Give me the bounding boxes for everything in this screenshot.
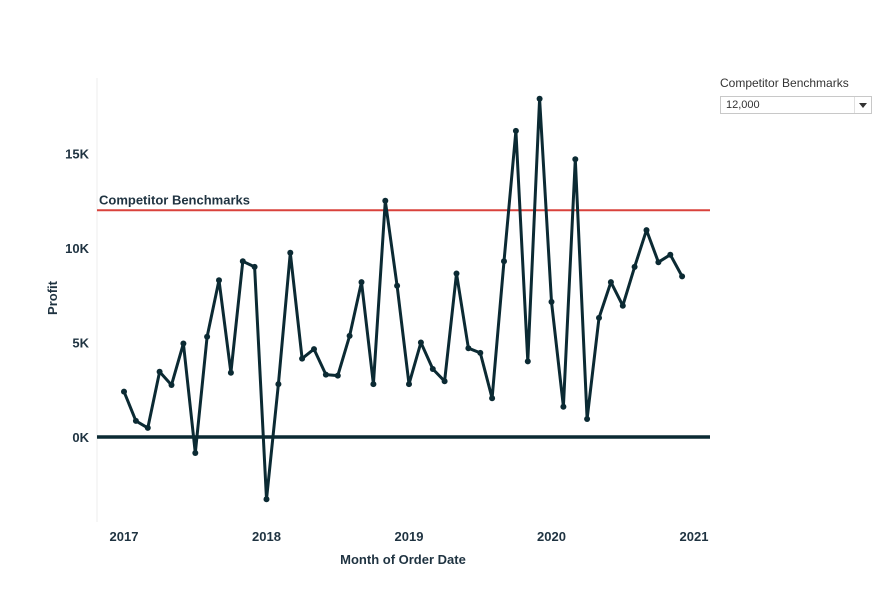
data-point [584, 416, 591, 422]
data-point [287, 249, 294, 256]
x-tick-label: 2019 [395, 529, 424, 544]
data-point [619, 302, 626, 309]
data-point [572, 156, 579, 163]
data-point [417, 339, 424, 346]
x-axis-ticks: 2017 2018 2019 2020 2021 [110, 529, 709, 544]
data-point [667, 251, 674, 258]
data-point [406, 381, 412, 388]
data-point [322, 371, 329, 378]
x-tick-label: 2018 [252, 529, 281, 544]
data-point [524, 358, 531, 365]
benchmark-reference-label: Competitor Benchmarks [99, 192, 250, 207]
profit-series-line [122, 97, 684, 501]
x-axis-title: Month of Order Date [340, 552, 466, 567]
y-tick-label: 0K [72, 430, 89, 445]
data-point [655, 259, 662, 266]
data-point [596, 314, 602, 321]
data-point [192, 450, 199, 456]
y-tick-label: 15K [65, 147, 89, 162]
data-point [679, 273, 686, 280]
data-point [156, 368, 163, 375]
data-point [239, 258, 246, 265]
y-tick-label: 5K [72, 336, 89, 351]
data-point [394, 282, 401, 289]
data-point [121, 388, 127, 395]
data-point [275, 381, 282, 388]
data-point [441, 378, 448, 385]
data-point [204, 333, 211, 340]
data-point [382, 197, 389, 204]
y-axis-title: Profit [45, 280, 60, 315]
data-point [311, 346, 317, 353]
data-point [263, 496, 270, 503]
data-point [346, 332, 353, 339]
data-point [465, 345, 472, 352]
parameter-title: Competitor Benchmarks [720, 76, 849, 90]
data-point [299, 355, 306, 362]
data-point [489, 395, 496, 402]
x-tick-label: 2017 [110, 529, 139, 544]
data-point [334, 372, 341, 379]
data-point [180, 340, 187, 347]
data-point [429, 366, 436, 372]
profit-series-points [121, 95, 686, 503]
data-point [251, 263, 258, 270]
benchmark-dropdown[interactable]: 12,000 [720, 96, 872, 114]
data-point [512, 127, 519, 134]
benchmark-dropdown-value: 12,000 [726, 99, 760, 111]
data-point [560, 403, 567, 410]
data-point [370, 381, 377, 388]
data-point [358, 279, 365, 286]
data-point [168, 382, 175, 388]
data-point [227, 369, 234, 376]
data-point [216, 277, 222, 284]
data-point [607, 279, 614, 286]
data-point [132, 417, 139, 424]
data-point [477, 349, 484, 356]
data-point [643, 227, 650, 234]
y-axis-ticks: 0K 5K 10K 15K [65, 147, 89, 445]
x-tick-label: 2021 [680, 529, 709, 544]
data-point [548, 298, 555, 305]
y-tick-label: 10K [65, 241, 89, 256]
data-point [453, 270, 460, 277]
x-tick-label: 2020 [537, 529, 566, 544]
data-point [501, 258, 507, 265]
data-point [144, 424, 151, 431]
data-point [536, 95, 543, 102]
data-point [631, 263, 638, 270]
chevron-down-icon[interactable] [854, 97, 871, 113]
parameter-control: Competitor Benchmarks 12,000 [720, 76, 880, 114]
